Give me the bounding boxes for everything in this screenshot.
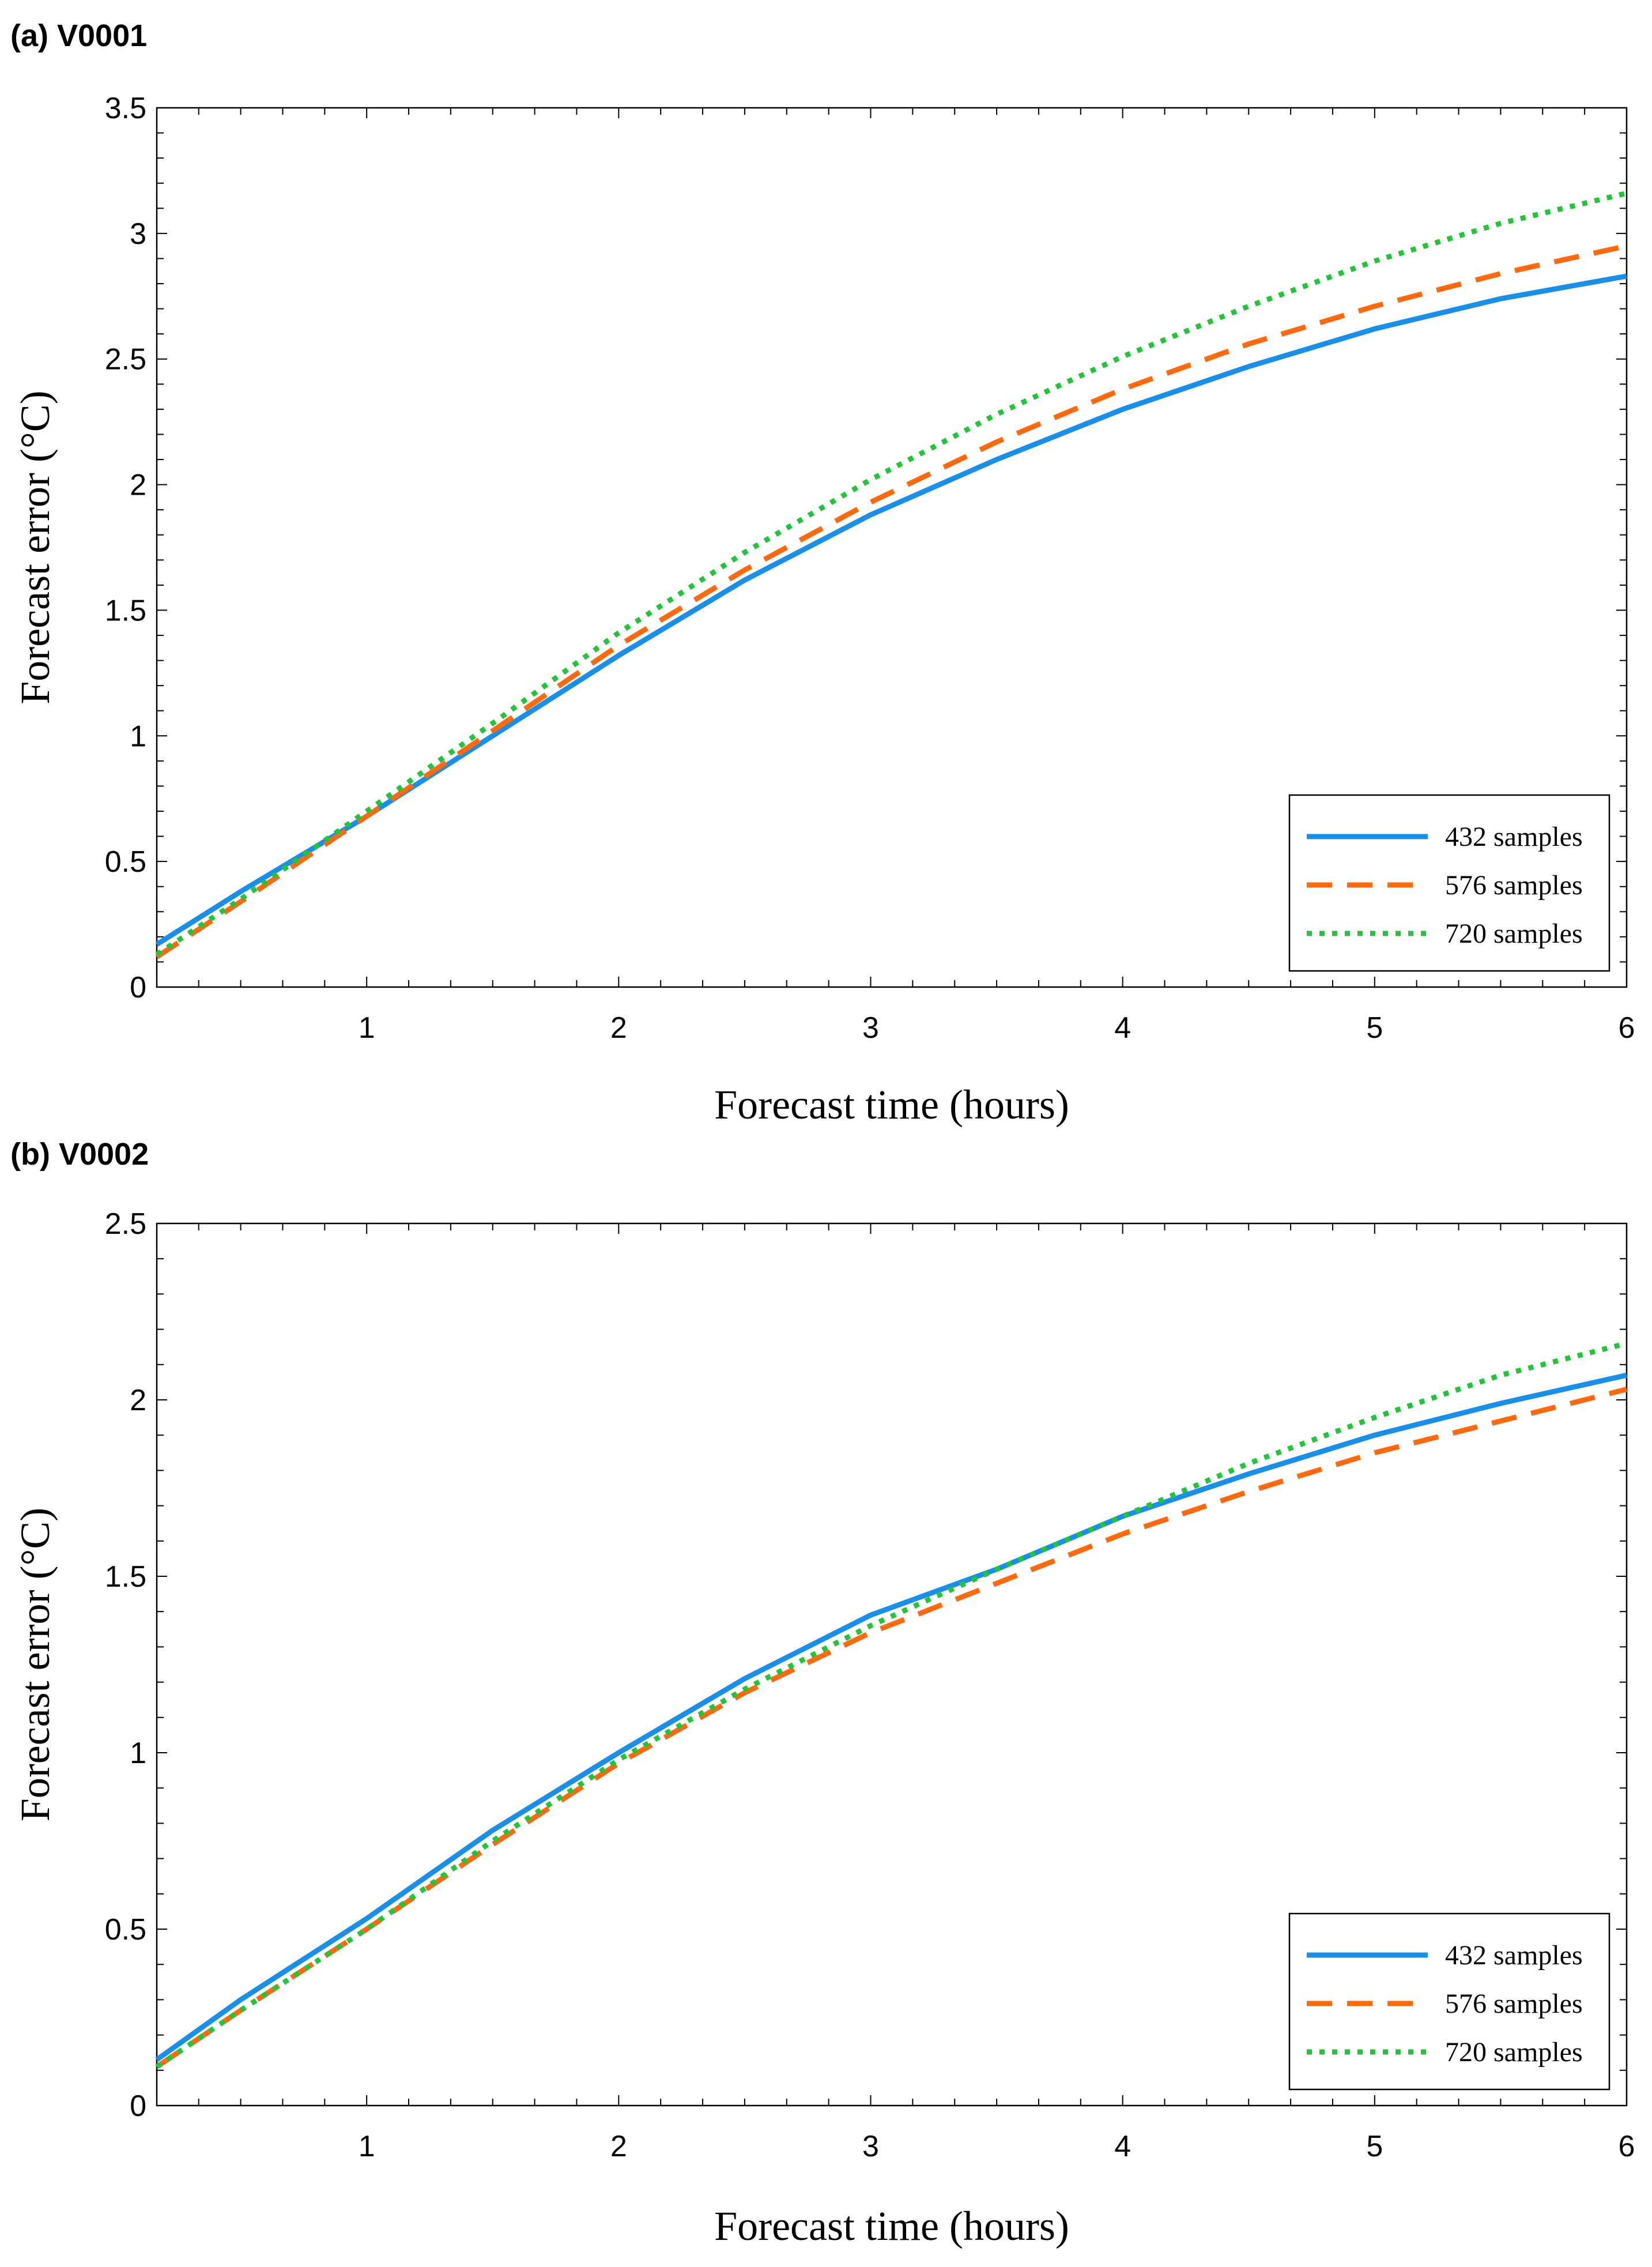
y-tick-label: 1 [130,1737,146,1770]
legend-label: 720 samples [1445,918,1583,949]
legend-label: 720 samples [1445,2037,1583,2068]
y-tick-label: 3 [130,217,146,251]
x-tick-label: 6 [1619,2130,1635,2163]
series-line-576-samples [155,243,1627,959]
y-tick-label: 1 [130,720,146,753]
y-tick-label: 0 [130,2089,146,2123]
x-axis-title: Forecast time (hours) [714,2203,1069,2249]
series-line-576-samples [155,1387,1628,2069]
plot-frame [156,1222,1628,2107]
chart-panel-1: (a) V0001 1 2 3 4 5 6 0 0.5 1 1.5 2 2.5 3 3.5 Forecast … [10,18,1635,1128]
y-tick-label: 2 [130,469,146,502]
legend: 432 samples 576 samples 720 samples [1288,1912,1610,2091]
y-tick-label: 1.5 [105,1560,146,1594]
legend: 432 samples 576 samples 720 samples [1288,794,1610,972]
series-line-432-samples [155,1372,1627,2062]
y-axis-title: Forecast error (°C) [12,390,58,705]
y-tick-label: 2 [130,1384,146,1417]
legend-label: 432 samples [1445,822,1583,852]
legend-box [1288,1912,1610,2091]
y-axis-title: Forecast error (°C) [12,1508,58,1822]
x-tick-label: 2 [610,2130,627,2163]
legend-label: 576 samples [1445,870,1583,901]
x-tick-label: 1 [359,2130,375,2163]
legend-label: 576 samples [1445,1989,1583,2019]
x-tick-label: 5 [1366,1011,1383,1045]
chart-panel-2: (b) V0002 1 2 3 4 5 6 0 0.5 1 1.5 2 2.5 Forecast time… [10,1137,1635,2249]
legend-label: 432 samples [1445,1940,1583,1971]
y-tick-label: 1.5 [105,594,146,627]
x-axis-title: Forecast time (hours) [714,1082,1069,1128]
x-tick-label: 5 [1366,2130,1383,2163]
panel-label: (a) V0001 [10,18,147,53]
x-tick-label: 3 [862,1011,879,1045]
series-line-720-samples [155,190,1628,957]
x-tick-label: 1 [359,1011,375,1045]
y-tick-label: 2.5 [105,1207,146,1241]
x-tick-label: 4 [1114,2130,1131,2163]
y-tick-label: 3.5 [105,92,146,125]
y-tick-label: 2.5 [105,343,146,376]
x-tick-label: 2 [610,1011,627,1045]
panel-label: (b) V0002 [10,1137,149,1172]
x-tick-label: 6 [1619,1011,1635,1045]
y-tick-label: 0.5 [105,1913,146,1946]
x-tick-label: 4 [1114,1011,1131,1045]
x-tick-label: 3 [862,2130,879,2163]
y-tick-label: 0 [130,971,146,1004]
series-line-720-samples [155,1340,1628,2069]
plot-frame [156,107,1628,988]
legend-box [1288,794,1610,972]
y-tick-label: 0.5 [105,845,146,879]
